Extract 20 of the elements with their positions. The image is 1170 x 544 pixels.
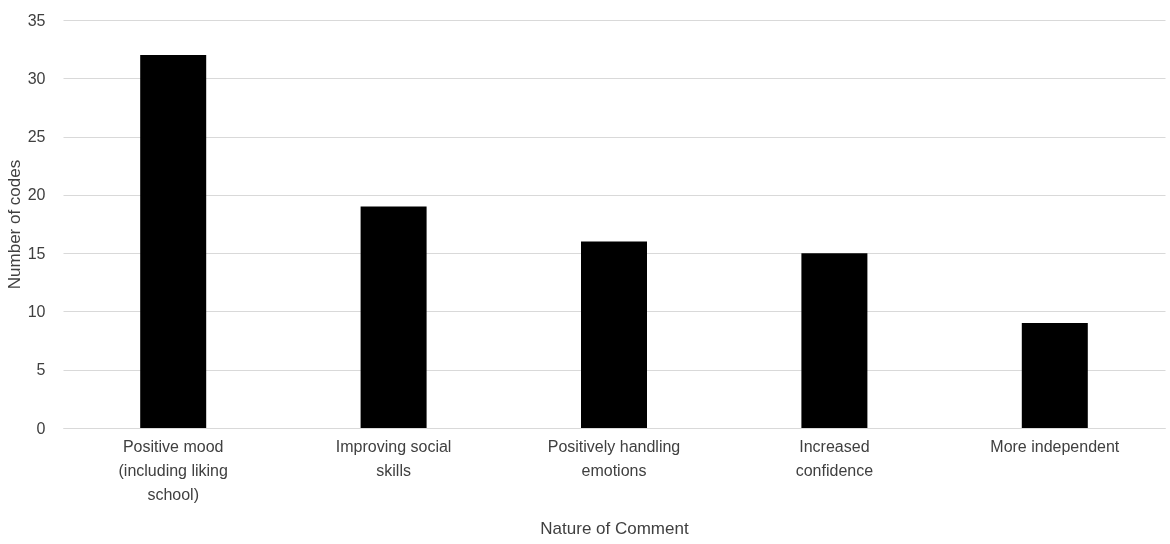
- bar: [140, 54, 207, 428]
- y-tick-label: 0: [36, 419, 46, 437]
- y-tick-label: 15: [27, 244, 46, 262]
- y-tick-label: 5: [36, 361, 46, 379]
- x-axis-title: Nature of Comment: [540, 518, 689, 538]
- x-tick-label: Positive mood (including liking school): [118, 437, 228, 503]
- bar: [801, 253, 868, 428]
- y-tick-label: 35: [27, 11, 46, 29]
- bar: [581, 241, 647, 428]
- y-tick-label: 25: [27, 128, 46, 146]
- y-tick-label: 20: [27, 186, 46, 204]
- x-tick-label: Increased confidence: [795, 437, 874, 479]
- bar: [360, 206, 427, 428]
- x-tick-label: Improving social skills: [335, 437, 452, 479]
- bar: [1021, 323, 1088, 428]
- y-tick-label: 10: [27, 302, 46, 320]
- y-axis-title: Number of codes: [4, 159, 24, 290]
- x-tick-label: More independent: [990, 437, 1120, 455]
- x-tick-label: Positively handling emotions: [547, 437, 681, 479]
- y-tick-label: 30: [27, 69, 46, 87]
